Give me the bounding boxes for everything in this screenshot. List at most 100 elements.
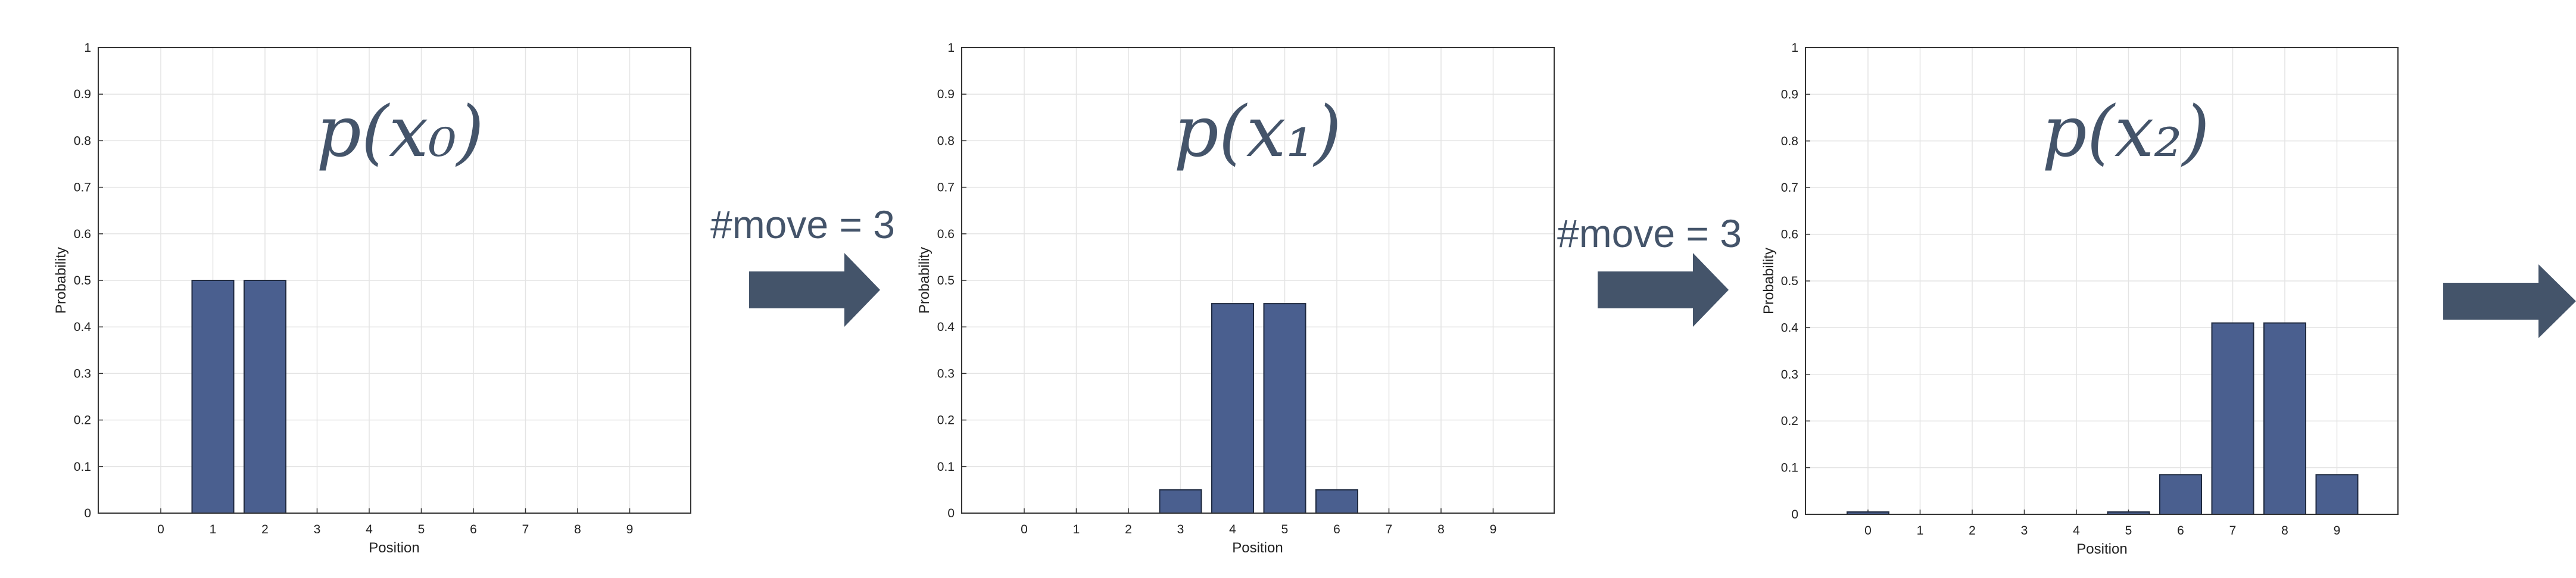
x-axis-label: Position [2076,541,2127,557]
y-tick-label: 0.6 [1781,228,1798,242]
x-tick-label: 5 [418,523,425,536]
y-tick-label: 0.2 [74,414,91,427]
y-tick-label: 0.4 [937,320,955,334]
y-tick-label: 0.4 [1781,321,1799,335]
axes-box [961,47,1555,514]
y-tick-label: 0 [1791,508,1798,521]
x-tick-label: 4 [1229,523,1236,536]
y-axis-label: Probability [916,247,933,314]
bar-position-1 [191,280,235,514]
transition-arrow-2 [2443,264,2576,338]
y-tick-label: 0 [84,507,91,520]
x-tick-label: 7 [1386,523,1393,536]
x-tick-label: 8 [2281,524,2288,538]
x-tick-label: 9 [626,523,634,536]
y-tick-label: 0.3 [937,367,955,380]
x-tick-label: 9 [2334,524,2341,538]
y-tick-label: 0.5 [937,274,955,288]
right-arrow-icon [749,253,880,327]
y-tick-labels: 0 0.1 0.2 0.3 0.4 0.5 0.6 0.7 0.8 0.9 1 [1781,41,1799,521]
y-tick-label: 0.1 [937,460,955,474]
x-tick-label: 6 [2177,524,2184,538]
y-tick-label: 0.4 [74,320,92,334]
x-tick-label: 3 [2021,524,2028,538]
y-tick-label: 0.8 [937,134,955,148]
bars [191,280,286,514]
y-tick-label: 0.9 [74,88,91,101]
x-tick-label: 0 [157,523,164,536]
axes-box [1805,47,2399,515]
right-arrow-icon [2443,264,2576,338]
x-tick-label: 2 [1125,523,1132,536]
x-tick-label: 1 [210,523,217,536]
x-tick-label: 7 [2229,524,2237,538]
bar-position-6 [2159,474,2202,515]
y-tick-label: 0.3 [74,367,91,380]
move-label: #move = 3 [710,202,895,246]
bar-position-6 [1315,489,1358,514]
x-axis-label: Position [1232,540,1283,556]
y-tick-label: 0.5 [74,274,91,288]
x-tick-label: 1 [1917,524,1924,538]
right-arrow-icon [1598,253,1729,327]
x-tick-label: 8 [1437,523,1445,536]
chart-panel-1: 0 0.1 0.2 0.3 0.4 0.5 0.6 0.7 0.8 0.9 1 0 1 2 3 4 5 6 7 8 9… [916,41,1555,556]
x-tick-label: 2 [261,523,269,536]
x-tick-label: 6 [1333,523,1340,536]
x-tick-label: 7 [522,523,529,536]
axes-box [98,47,691,514]
bar-position-2 [244,280,286,514]
y-tick-label: 0.8 [1781,135,1798,148]
x-tick-label: 5 [1281,523,1289,536]
y-tick-label: 0.1 [1781,461,1798,475]
y-tick-label: 0.6 [937,227,955,241]
transition-arrow-1: #move = 3 [1557,211,1742,327]
y-axis-label: Probability [1761,248,1777,314]
y-tick-label: 1 [1791,41,1798,55]
y-tick-label: 1 [947,41,955,55]
y-tick-labels: 0 0.1 0.2 0.3 0.4 0.5 0.6 0.7 0.8 0.9 1 [937,41,955,520]
x-tick-label: 0 [1864,524,1872,538]
x-tick-label: 4 [366,523,373,536]
chart-panel-2: 0 0.1 0.2 0.3 0.4 0.5 0.6 0.7 0.8 0.9 1 0 1 2 3 4 5 6 7 8 9… [1761,41,2399,557]
bar-position-4 [1211,303,1254,514]
y-tick-label: 0.9 [1781,88,1798,101]
bar-position-9 [2315,474,2359,515]
y-tick-label: 0.9 [937,88,955,101]
x-tick-label: 0 [1021,523,1028,536]
y-axis-label: Probability [53,247,69,314]
x-tick-label: 5 [2125,524,2132,538]
y-tick-label: 0.7 [937,181,955,195]
chart-title: p(x₂) [2042,90,2209,173]
x-tick-label: 6 [470,523,477,536]
y-tick-label: 0 [947,507,955,520]
x-tick-labels: 0 1 2 3 4 5 6 7 8 9 [1864,524,2340,538]
x-tick-label: 3 [1177,523,1184,536]
chart-title: p(x₁) [1174,90,1341,173]
y-tick-label: 0.2 [1781,414,1798,428]
y-tick-label: 0.2 [937,414,955,427]
bar-position-7 [2211,322,2254,515]
y-tick-label: 0.1 [74,460,91,474]
y-tick-labels: 0 0.1 0.2 0.3 0.4 0.5 0.6 0.7 0.8 0.9 1 [74,41,92,520]
x-tick-labels: 0 1 2 3 4 5 6 7 8 9 [1021,523,1496,536]
bars [1159,303,1358,514]
bars [1847,322,2359,515]
y-tick-label: 0.5 [1781,274,1798,288]
y-tick-label: 0.6 [74,227,91,241]
x-tick-label: 3 [314,523,321,536]
move-label: #move = 3 [1557,211,1742,255]
x-tick-label: 1 [1073,523,1080,536]
y-tick-label: 1 [84,41,91,55]
chart-panel-0: 0 0.1 0.2 0.3 0.4 0.5 0.6 0.7 0.8 0.9 1 0 1 2 3 4 5 6 7 8 9… [53,41,691,556]
bar-position-5 [1263,303,1306,514]
x-tick-label: 8 [574,523,581,536]
y-tick-label: 0.3 [1781,368,1798,382]
y-tick-label: 0.8 [74,134,91,148]
bar-position-8 [2263,322,2306,515]
x-tick-labels: 0 1 2 3 4 5 6 7 8 9 [157,523,633,536]
y-tick-label: 0.7 [1781,181,1798,195]
chart-title: p(x₀) [316,90,484,173]
x-tick-label: 4 [2073,524,2080,538]
